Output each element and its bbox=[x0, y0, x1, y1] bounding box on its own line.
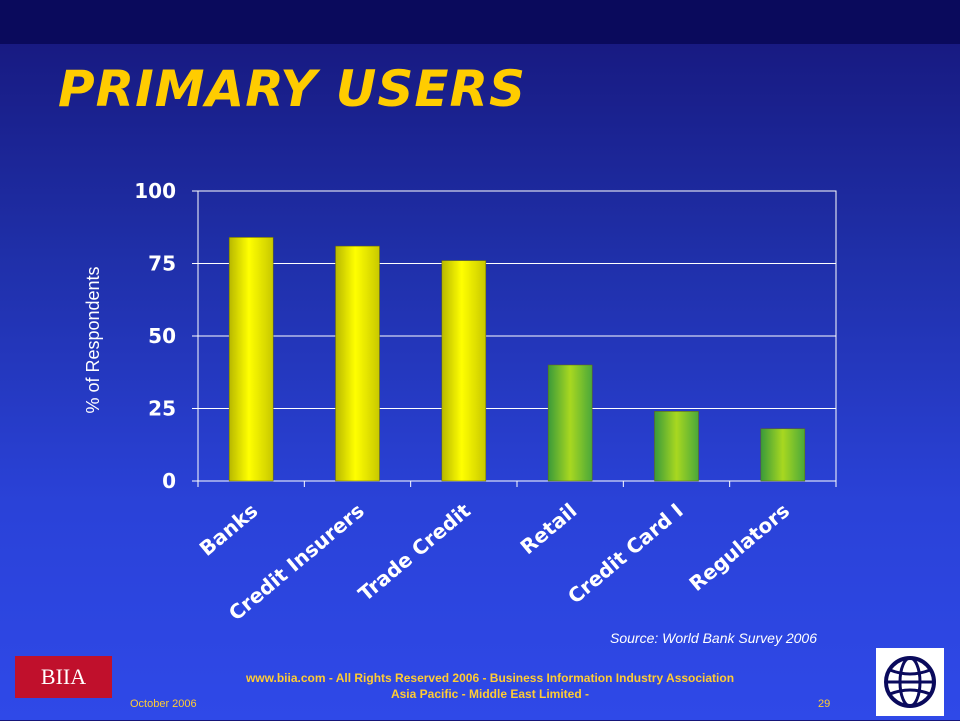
bar-regulators bbox=[760, 428, 806, 482]
y-tick-label: 50 bbox=[148, 324, 176, 348]
footer-line-2: Asia Pacific - Middle East Limited - bbox=[390, 687, 590, 701]
bar-banks bbox=[228, 237, 274, 482]
y-tick-label: 75 bbox=[148, 252, 176, 276]
footer-copyright: www.biia.com - All Rights Reserved 2006 … bbox=[190, 670, 790, 702]
globe-icon bbox=[876, 648, 944, 716]
x-tick-label: Credit Card I bbox=[563, 498, 688, 608]
top-bar bbox=[0, 0, 960, 44]
source-note: Source: World Bank Survey 2006 bbox=[610, 630, 817, 646]
biia-logo-text: BIIA bbox=[40, 664, 87, 689]
page-number: 29 bbox=[818, 698, 831, 710]
y-tick-label: 0 bbox=[162, 469, 176, 493]
slide-title: PRIMARY USERS bbox=[58, 60, 527, 118]
bar-trade-credit bbox=[441, 260, 487, 482]
bar-credit-insurers bbox=[335, 245, 380, 482]
bar-credit-card-i bbox=[654, 411, 699, 482]
x-tick-label: Retail bbox=[516, 498, 582, 559]
footer-date: October 2006 bbox=[130, 698, 197, 710]
x-tick-label: Trade Credit bbox=[354, 498, 476, 606]
y-tick-label: 100 bbox=[134, 179, 176, 203]
footer-line-1: www.biia.com - All Rights Reserved 2006 … bbox=[245, 671, 735, 685]
y-tick-label: 25 bbox=[148, 397, 176, 421]
x-tick-label: Regulators bbox=[684, 498, 794, 595]
bar-retail bbox=[547, 364, 593, 482]
biia-logo: BIIA bbox=[15, 656, 112, 698]
y-axis-label: % of Respondents bbox=[83, 266, 103, 413]
x-tick-label: Banks bbox=[195, 498, 263, 560]
